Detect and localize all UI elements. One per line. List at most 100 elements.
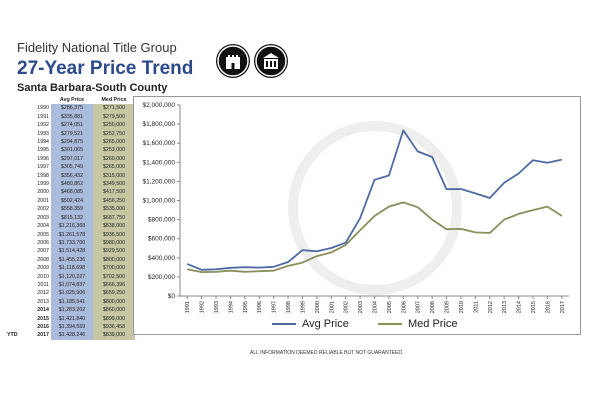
row-year: 1996: [37, 155, 49, 162]
row-year: 2010: [37, 273, 49, 280]
row-med-price: $349,500: [93, 180, 135, 189]
row-prefix: YTD: [7, 332, 18, 339]
table-row: 2011 $1,074,837 $666,396: [5, 280, 135, 290]
page-title: 27-Year Price Trend: [17, 58, 194, 79]
row-prefix: [5, 188, 23, 196]
row-avg-price: $297,017: [51, 154, 93, 164]
row-avg-price: $1,514,428: [51, 247, 93, 256]
row-year: 1992: [37, 122, 49, 129]
table-row: 1995 $301,065 $253,000: [5, 146, 135, 155]
x-tick-label: 2005: [387, 301, 393, 313]
row-avg-price: $294,875: [51, 138, 93, 147]
avg-price-legend-swatch: [272, 323, 296, 326]
company-name: Fidelity National Title Group: [17, 40, 177, 55]
region-subtitle: Santa Barbara-South County: [17, 82, 168, 94]
row-year: 1999: [37, 181, 49, 188]
row-year: 1998: [37, 172, 49, 179]
y-tick-label: $200,000: [148, 274, 175, 281]
x-tick-label: 2016: [545, 301, 551, 313]
row-prefix: [5, 306, 23, 314]
row-med-price: $700,000: [93, 264, 135, 273]
row-prefix: [5, 273, 23, 281]
row-med-price: $456,250: [93, 196, 135, 206]
table-row: 1998 $356,432 $315,000: [5, 171, 135, 181]
row-prefix: [5, 121, 23, 129]
row-med-price: $899,000: [93, 314, 135, 323]
x-tick-label: 2001: [329, 301, 335, 313]
avg-price-line: [186, 129, 562, 271]
y-tick-label: $1,600,000: [142, 140, 175, 147]
x-tick-label: 1995: [243, 301, 249, 313]
row-year: 2012: [37, 290, 49, 297]
row-year: 2003: [37, 214, 49, 221]
row-avg-price: $286,375: [51, 104, 93, 113]
y-tick-label: $0: [168, 293, 176, 300]
avg-price-column-header: Avg Price: [59, 97, 85, 103]
row-avg-price: $1,118,698: [51, 264, 93, 273]
price-trend-chart: $0 $200,000 $400,000 $600,000 $800,000 $1,000…: [142, 102, 569, 313]
row-prefix: [5, 163, 23, 171]
row-avg-price: $1,455,236: [51, 255, 93, 265]
row-year: 2001: [37, 197, 49, 204]
table-row: 1993 $279,521 $252,750: [5, 129, 135, 139]
table-row: 2003 $815,132 $687,750: [5, 213, 135, 223]
row-year: 2002: [37, 206, 49, 213]
table-row: 1991 $335,881 $279,500: [5, 112, 135, 122]
row-avg-price: $815,132: [51, 213, 93, 223]
row-avg-price: $1,185,541: [51, 297, 93, 307]
x-tick-label: 2003: [358, 301, 364, 313]
x-tick-label: 1996: [257, 301, 263, 313]
table-row: 2013 $1,185,541 $800,000: [5, 297, 135, 307]
table-header-row: Avg Price Med Price: [5, 96, 135, 104]
table-row: 2010 $1,120,227 $702,500: [5, 272, 135, 281]
row-year: 2004: [37, 223, 49, 230]
row-med-price: $839,000: [93, 331, 135, 340]
row-avg-price: $1,394,559: [51, 322, 93, 332]
legend-label-med: Med Price: [408, 318, 458, 330]
row-prefix: [5, 239, 23, 247]
row-year: 1994: [37, 139, 49, 146]
row-prefix: [5, 315, 23, 323]
x-tick-label: 2000: [315, 301, 321, 313]
table-row: 2008 $1,455,236 $800,000: [5, 255, 135, 265]
row-prefix: [5, 205, 23, 213]
castle-logo-icon: [216, 44, 250, 78]
row-med-price: $929,500: [93, 247, 135, 256]
row-year: 2016: [37, 323, 49, 330]
row-avg-price: $480,862: [51, 180, 93, 189]
x-tick-label: 1994: [228, 301, 234, 313]
row-prefix: [5, 289, 23, 297]
row-avg-price: $1,283,202: [51, 306, 93, 315]
row-prefix: [5, 138, 23, 146]
watermark-seal: [288, 121, 462, 295]
row-prefix: [5, 214, 23, 222]
row-avg-price: $335,881: [51, 112, 93, 122]
row-med-price: $279,500: [93, 112, 135, 122]
x-tick-label: 1992: [200, 301, 206, 313]
chart-frame: [133, 96, 581, 335]
row-year: 1990: [37, 105, 49, 112]
disclaimer: ALL INFORMATION DEEMED RELIABLE BUT NOT …: [250, 350, 403, 356]
x-tick-label: 1998: [286, 301, 292, 313]
row-year: 2009: [37, 265, 49, 272]
row-prefix: [5, 247, 23, 255]
row-year: 1993: [37, 130, 49, 137]
row-prefix: [5, 231, 23, 239]
table-row: 1999 $480,862 $349,500: [5, 180, 135, 189]
row-med-price: $535,000: [93, 205, 135, 214]
x-tick-label: 1991: [185, 301, 191, 313]
row-avg-price: $1,421,840: [51, 314, 93, 323]
row-avg-price: $468,085: [51, 188, 93, 197]
row-med-price: $838,000: [93, 222, 135, 231]
row-med-price: $687,750: [93, 213, 135, 223]
med-price-legend-swatch: [378, 323, 402, 326]
row-year: 2007: [37, 248, 49, 255]
row-avg-price: $1,074,837: [51, 280, 93, 290]
row-avg-price: $301,065: [51, 146, 93, 155]
row-med-price: $702,500: [93, 272, 135, 281]
table-row: 2014 $1,283,202 $860,000: [5, 306, 135, 315]
row-med-price: $265,000: [93, 163, 135, 172]
row-avg-price: $558,359: [51, 205, 93, 214]
x-tick-label: 2014: [517, 301, 523, 313]
table-row: 2005 $1,261,578 $936,500: [5, 230, 135, 239]
